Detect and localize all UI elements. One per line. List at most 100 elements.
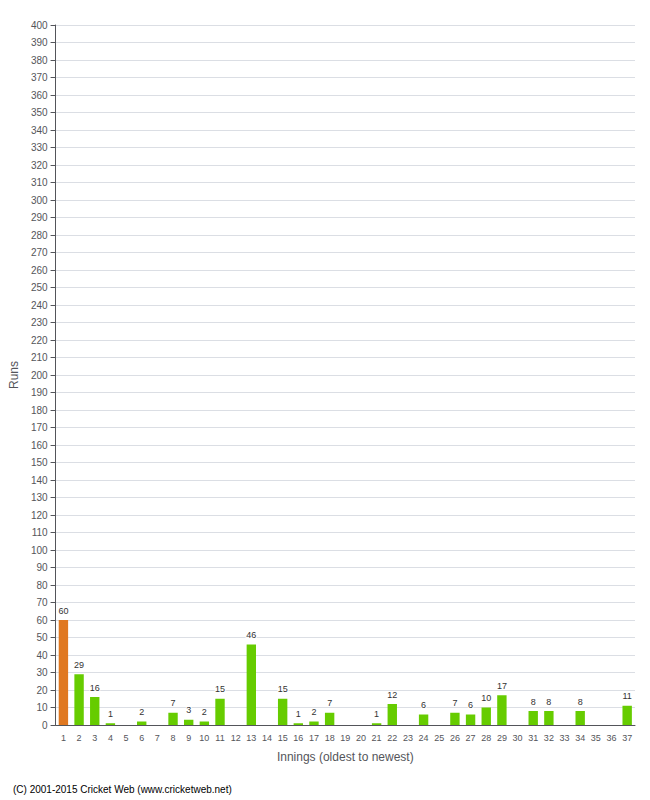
svg-text:25: 25 bbox=[434, 733, 444, 743]
svg-text:260: 260 bbox=[31, 265, 48, 276]
svg-text:4: 4 bbox=[108, 733, 113, 743]
svg-text:15: 15 bbox=[278, 733, 288, 743]
svg-text:12: 12 bbox=[387, 690, 397, 700]
svg-text:16: 16 bbox=[293, 733, 303, 743]
svg-text:46: 46 bbox=[246, 630, 256, 640]
svg-text:240: 240 bbox=[31, 300, 48, 311]
svg-text:34: 34 bbox=[575, 733, 585, 743]
svg-text:2: 2 bbox=[139, 707, 144, 717]
svg-text:23: 23 bbox=[403, 733, 413, 743]
svg-text:390: 390 bbox=[31, 37, 48, 48]
svg-text:8: 8 bbox=[546, 697, 551, 707]
svg-text:21: 21 bbox=[372, 733, 382, 743]
svg-text:80: 80 bbox=[36, 580, 48, 591]
svg-text:12: 12 bbox=[231, 733, 241, 743]
svg-text:6: 6 bbox=[139, 733, 144, 743]
svg-text:11: 11 bbox=[622, 691, 631, 701]
svg-text:20: 20 bbox=[36, 685, 48, 696]
svg-text:7: 7 bbox=[327, 698, 332, 708]
svg-text:16: 16 bbox=[90, 683, 100, 693]
svg-text:3: 3 bbox=[186, 705, 191, 715]
svg-text:8: 8 bbox=[531, 697, 536, 707]
svg-text:14: 14 bbox=[262, 733, 272, 743]
svg-text:1: 1 bbox=[61, 733, 66, 743]
svg-text:15: 15 bbox=[215, 684, 225, 694]
svg-text:7: 7 bbox=[155, 733, 160, 743]
svg-text:310: 310 bbox=[31, 177, 48, 188]
svg-text:6: 6 bbox=[468, 700, 473, 710]
svg-text:190: 190 bbox=[31, 387, 48, 398]
svg-text:1: 1 bbox=[374, 709, 379, 719]
svg-text:370: 370 bbox=[31, 72, 48, 83]
svg-text:30: 30 bbox=[36, 667, 48, 678]
svg-text:350: 350 bbox=[31, 107, 48, 118]
svg-text:17: 17 bbox=[497, 681, 507, 691]
svg-text:180: 180 bbox=[31, 405, 48, 416]
svg-text:200: 200 bbox=[31, 370, 48, 381]
svg-text:29: 29 bbox=[74, 660, 84, 670]
svg-text:50: 50 bbox=[36, 632, 48, 643]
svg-text:11: 11 bbox=[215, 733, 224, 743]
svg-text:230: 230 bbox=[31, 317, 48, 328]
svg-text:35: 35 bbox=[591, 733, 601, 743]
svg-text:170: 170 bbox=[31, 422, 48, 433]
svg-text:160: 160 bbox=[31, 440, 48, 451]
svg-text:19: 19 bbox=[340, 733, 350, 743]
svg-text:60: 60 bbox=[36, 615, 48, 626]
svg-text:(C) 2001-2015 Cricket Web (www: (C) 2001-2015 Cricket Web (www.cricketwe… bbox=[13, 784, 232, 795]
svg-text:90: 90 bbox=[36, 562, 48, 573]
svg-text:15: 15 bbox=[278, 684, 288, 694]
svg-text:210: 210 bbox=[31, 352, 48, 363]
svg-text:2: 2 bbox=[311, 707, 316, 717]
svg-text:7: 7 bbox=[171, 698, 176, 708]
svg-text:110: 110 bbox=[32, 527, 48, 538]
svg-text:120: 120 bbox=[31, 510, 48, 521]
svg-text:26: 26 bbox=[450, 733, 460, 743]
svg-text:33: 33 bbox=[560, 733, 570, 743]
svg-text:2: 2 bbox=[202, 707, 207, 717]
svg-text:9: 9 bbox=[186, 733, 191, 743]
svg-text:Runs: Runs bbox=[7, 361, 21, 389]
svg-text:30: 30 bbox=[513, 733, 523, 743]
svg-text:10: 10 bbox=[199, 733, 209, 743]
svg-text:340: 340 bbox=[31, 125, 48, 136]
svg-text:24: 24 bbox=[419, 733, 429, 743]
svg-text:1: 1 bbox=[296, 709, 301, 719]
svg-text:31: 31 bbox=[528, 733, 538, 743]
svg-text:130: 130 bbox=[31, 492, 48, 503]
svg-text:3: 3 bbox=[92, 733, 97, 743]
svg-text:70: 70 bbox=[36, 597, 48, 608]
svg-text:6: 6 bbox=[421, 700, 426, 710]
svg-text:5: 5 bbox=[124, 733, 129, 743]
svg-text:250: 250 bbox=[31, 282, 48, 293]
svg-text:27: 27 bbox=[466, 733, 476, 743]
svg-text:Innings (oldest to newest): Innings (oldest to newest) bbox=[277, 750, 414, 764]
svg-text:17: 17 bbox=[309, 733, 319, 743]
svg-text:32: 32 bbox=[544, 733, 554, 743]
svg-text:8: 8 bbox=[171, 733, 176, 743]
svg-text:330: 330 bbox=[31, 142, 48, 153]
svg-text:1: 1 bbox=[108, 709, 113, 719]
svg-text:60: 60 bbox=[58, 606, 68, 616]
svg-text:220: 220 bbox=[31, 335, 48, 346]
svg-text:2: 2 bbox=[77, 733, 82, 743]
svg-text:380: 380 bbox=[31, 55, 48, 66]
svg-text:100: 100 bbox=[31, 545, 48, 556]
svg-text:22: 22 bbox=[387, 733, 397, 743]
svg-text:400: 400 bbox=[31, 20, 48, 31]
svg-text:13: 13 bbox=[246, 733, 256, 743]
svg-text:140: 140 bbox=[31, 475, 48, 486]
svg-text:290: 290 bbox=[31, 212, 48, 223]
svg-text:40: 40 bbox=[36, 650, 48, 661]
svg-text:37: 37 bbox=[622, 733, 632, 743]
svg-text:10: 10 bbox=[481, 693, 491, 703]
svg-text:360: 360 bbox=[31, 90, 48, 101]
svg-text:28: 28 bbox=[481, 733, 491, 743]
svg-text:29: 29 bbox=[497, 733, 507, 743]
svg-text:300: 300 bbox=[31, 195, 48, 206]
svg-text:280: 280 bbox=[31, 230, 48, 241]
svg-text:8: 8 bbox=[578, 697, 583, 707]
svg-text:7: 7 bbox=[452, 698, 457, 708]
svg-text:18: 18 bbox=[325, 733, 335, 743]
svg-text:320: 320 bbox=[31, 160, 48, 171]
